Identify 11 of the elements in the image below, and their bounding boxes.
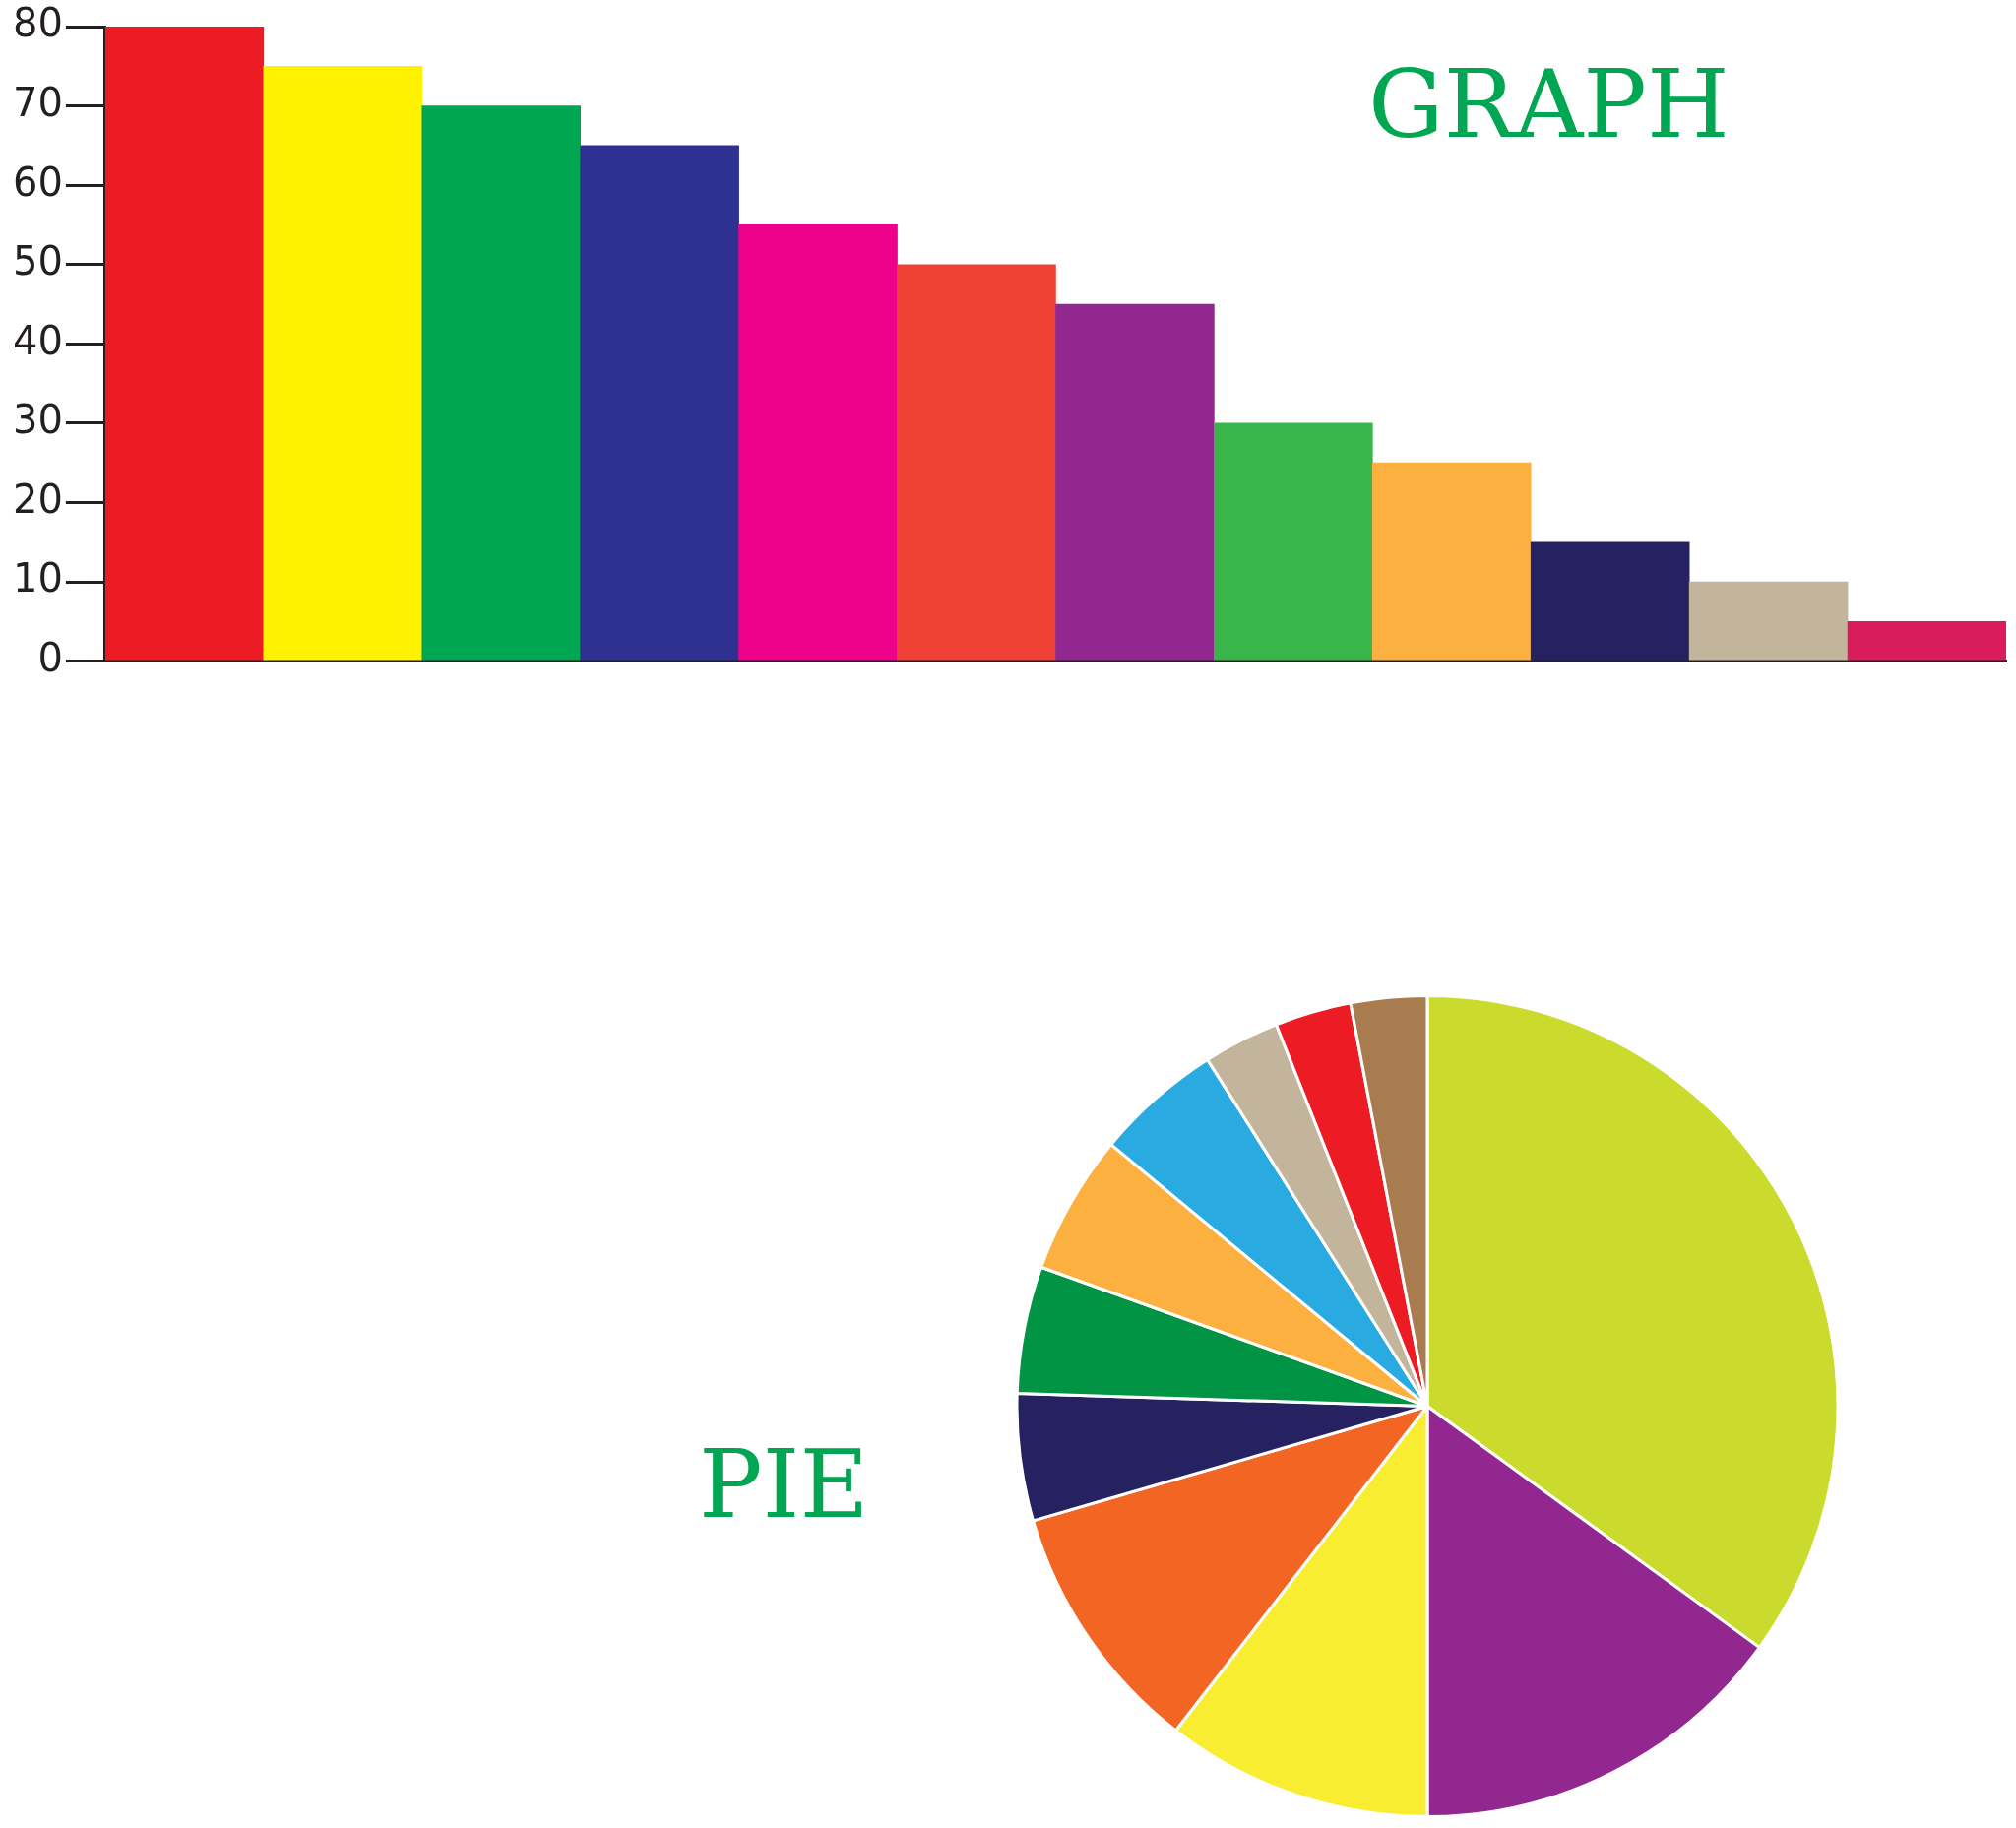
- y-tick-label: 30: [12, 397, 63, 443]
- y-tick-label: 40: [12, 317, 63, 363]
- y-tick-label: 60: [12, 158, 63, 205]
- y-tick-label: 0: [37, 634, 63, 680]
- y-tick-label: 80: [12, 0, 63, 46]
- y-tick-label: 50: [12, 238, 63, 284]
- chart-title: GRAPH: [1368, 49, 1730, 159]
- y-tick-label: 70: [12, 79, 63, 125]
- text: PIE: [699, 1429, 869, 1540]
- y-tick-label: 20: [12, 475, 63, 522]
- y-tick-label: 10: [12, 555, 63, 601]
